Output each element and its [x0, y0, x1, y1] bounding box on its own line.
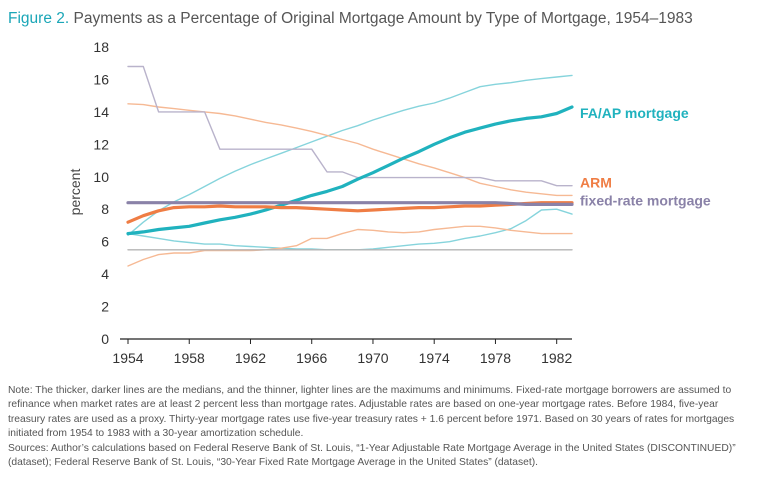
- y-axis-label: percent: [67, 169, 83, 216]
- y-tick-label: 16: [93, 71, 109, 87]
- series-7-max-line: [127, 65, 573, 187]
- y-tick-label: 4: [101, 266, 109, 282]
- fa-ap-mortgage-label: FA/AP mortgage: [580, 105, 689, 121]
- fixed-rate-mortgage-median-line: [126, 201, 574, 206]
- x-tick-label: 1962: [235, 350, 266, 366]
- x-tick-label: 1982: [541, 350, 572, 366]
- arm-label: ARM: [580, 175, 612, 191]
- fixed-rate-mortgage-label: fixed-rate mortgage: [580, 192, 711, 208]
- y-tick-label: 14: [93, 104, 109, 120]
- y-axis: 0 2 4 6 8 10 12 14 16 18: [93, 39, 109, 347]
- figure-label: Figure 2.: [8, 10, 70, 27]
- x-tick-label: 1966: [296, 350, 327, 366]
- x-tick-label: 1970: [357, 350, 388, 366]
- y-tick-label: 8: [101, 201, 109, 217]
- arm-median-line: [126, 201, 574, 224]
- y-tick-label: 18: [93, 39, 109, 55]
- notes-block: Note: The thicker, darker lines are the …: [8, 384, 758, 470]
- x-tick-label: 1974: [419, 350, 450, 366]
- y-tick-label: 2: [101, 299, 109, 315]
- fa-ap-mortgage-median-line: [126, 105, 574, 236]
- note-text: Note: The thicker, darker lines are the …: [8, 385, 735, 440]
- y-tick-label: 10: [93, 169, 109, 185]
- figure-title: Payments as a Percentage of Original Mor…: [73, 10, 693, 27]
- chart-title: Figure 2. Payments as a Percentage of Or…: [8, 10, 693, 28]
- series-lines: [126, 65, 574, 267]
- y-tick-label: 0: [101, 331, 109, 347]
- y-tick-label: 6: [101, 234, 109, 250]
- x-tick-label: 1978: [480, 350, 511, 366]
- x-tick-label: 1958: [174, 350, 205, 366]
- series-5-min-line: [127, 225, 573, 267]
- x-axis: 1954 1958 1962 1966 1970 1974 1978 1982: [112, 338, 572, 366]
- y-tick-label: 12: [93, 136, 109, 152]
- line-chart: 0 2 4 6 8 10 12 14 16 18 1954 1958 1962 1966 1970 1974…: [67, 39, 711, 366]
- sources-text: Sources: Author’s calculations based on …: [8, 442, 736, 469]
- series-1-max-line: [127, 74, 573, 236]
- x-tick-label: 1954: [112, 350, 143, 366]
